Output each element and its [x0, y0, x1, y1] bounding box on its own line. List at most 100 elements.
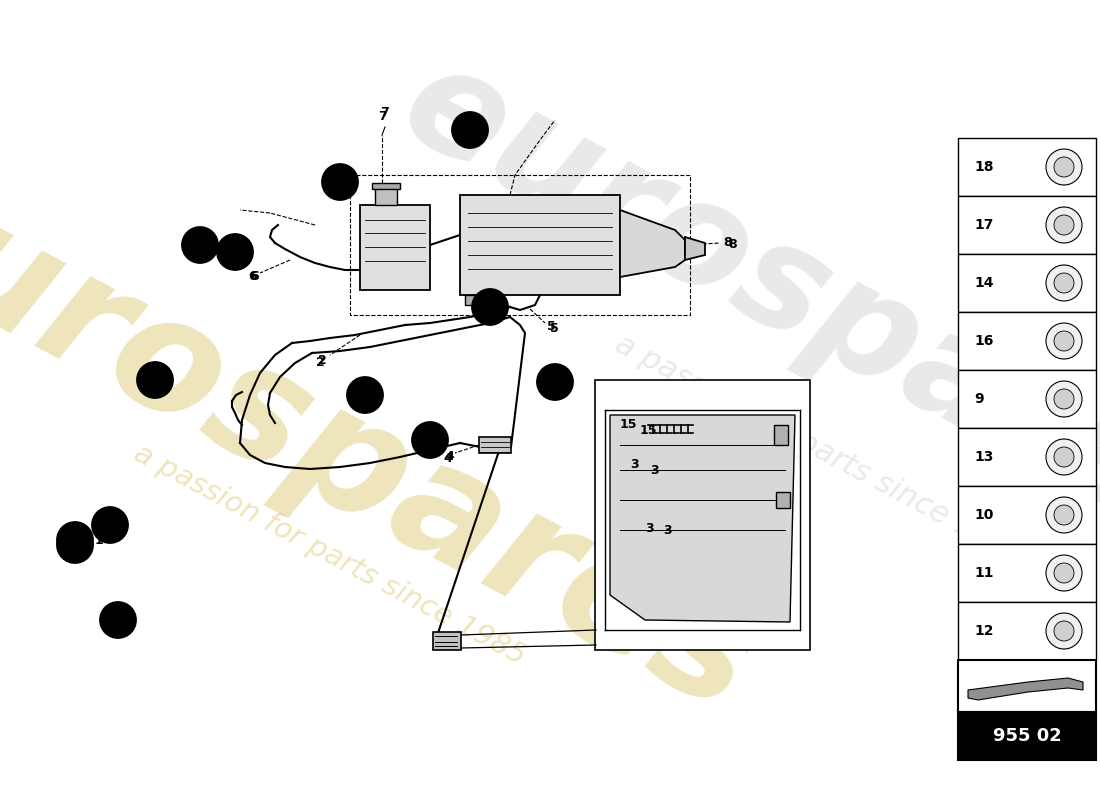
- Text: 3: 3: [630, 458, 639, 471]
- Text: 2: 2: [318, 354, 327, 367]
- Text: 14: 14: [974, 276, 993, 290]
- Circle shape: [1054, 447, 1074, 467]
- Text: 14: 14: [547, 375, 563, 389]
- Circle shape: [182, 227, 218, 263]
- Polygon shape: [685, 237, 705, 260]
- Text: 15: 15: [640, 423, 658, 437]
- Bar: [958, 312, 1096, 370]
- Circle shape: [1054, 621, 1074, 641]
- Text: 9: 9: [974, 392, 983, 406]
- Bar: [478, 437, 512, 453]
- Text: 16: 16: [974, 334, 993, 348]
- Circle shape: [1046, 265, 1082, 301]
- Bar: [776, 492, 790, 508]
- Bar: [958, 196, 1096, 254]
- Circle shape: [1046, 497, 1082, 533]
- Circle shape: [1046, 613, 1082, 649]
- Circle shape: [1054, 215, 1074, 235]
- Text: 18: 18: [331, 175, 349, 189]
- Circle shape: [1046, 207, 1082, 243]
- Circle shape: [412, 422, 448, 458]
- Circle shape: [57, 527, 94, 563]
- Text: eurospares: eurospares: [0, 134, 782, 746]
- Text: 12: 12: [191, 238, 209, 251]
- Text: 7: 7: [378, 110, 387, 123]
- Text: 10: 10: [101, 518, 119, 531]
- Circle shape: [322, 164, 358, 200]
- Circle shape: [138, 362, 173, 398]
- Circle shape: [92, 507, 128, 543]
- Circle shape: [1054, 331, 1074, 351]
- Circle shape: [472, 289, 508, 325]
- Text: 10: 10: [974, 508, 993, 522]
- Circle shape: [57, 522, 94, 558]
- Text: 11: 11: [421, 434, 439, 446]
- Text: 1: 1: [70, 534, 79, 546]
- Bar: [958, 254, 1096, 312]
- Bar: [958, 370, 1096, 428]
- Text: 12: 12: [974, 624, 993, 638]
- Text: 11: 11: [974, 566, 993, 580]
- Text: 9: 9: [151, 374, 160, 386]
- Text: 18: 18: [974, 160, 993, 174]
- Polygon shape: [968, 678, 1084, 700]
- Text: a passion for parts since 1985: a passion for parts since 1985: [129, 439, 531, 670]
- Bar: [774, 425, 788, 445]
- Text: eurospares: eurospares: [379, 31, 1100, 589]
- Text: 3: 3: [663, 523, 672, 537]
- Bar: [465, 295, 485, 305]
- Polygon shape: [620, 210, 685, 277]
- Bar: [958, 486, 1096, 544]
- Bar: [958, 544, 1096, 602]
- Text: 11: 11: [109, 614, 126, 626]
- Text: 6: 6: [250, 270, 258, 283]
- Bar: [372, 183, 400, 189]
- Text: 1: 1: [70, 538, 79, 551]
- Polygon shape: [610, 415, 795, 622]
- Text: 2: 2: [316, 357, 324, 370]
- Text: 8: 8: [723, 237, 732, 250]
- Text: 5: 5: [547, 321, 556, 334]
- Circle shape: [1046, 381, 1082, 417]
- Text: 7: 7: [379, 106, 388, 119]
- Circle shape: [1054, 563, 1074, 583]
- Text: 17: 17: [461, 123, 478, 137]
- Text: 1: 1: [58, 538, 67, 551]
- Text: 4: 4: [443, 453, 452, 466]
- Circle shape: [452, 112, 488, 148]
- Circle shape: [1046, 149, 1082, 185]
- Text: 10: 10: [356, 389, 374, 402]
- Text: 3: 3: [645, 522, 653, 534]
- Circle shape: [537, 364, 573, 400]
- Circle shape: [1054, 273, 1074, 293]
- Text: 8: 8: [728, 238, 737, 251]
- Text: 13: 13: [227, 246, 244, 258]
- Circle shape: [1054, 157, 1074, 177]
- Circle shape: [1054, 505, 1074, 525]
- Text: 4: 4: [446, 450, 453, 463]
- Circle shape: [1046, 555, 1082, 591]
- Text: 1: 1: [95, 534, 103, 546]
- Bar: [460, 195, 620, 295]
- Text: 5: 5: [550, 322, 559, 335]
- Text: 3: 3: [650, 463, 659, 477]
- Circle shape: [100, 602, 136, 638]
- Bar: [595, 380, 810, 650]
- Circle shape: [346, 377, 383, 413]
- Circle shape: [217, 234, 253, 270]
- Bar: [360, 205, 430, 290]
- Text: 18: 18: [482, 301, 498, 314]
- Circle shape: [1046, 323, 1082, 359]
- Bar: [958, 138, 1096, 196]
- Bar: [433, 632, 461, 650]
- Bar: [375, 187, 397, 205]
- Text: 955 02: 955 02: [992, 727, 1062, 745]
- Text: 6: 6: [248, 270, 256, 283]
- Bar: [958, 602, 1096, 660]
- Bar: [958, 660, 1096, 712]
- Text: 17: 17: [974, 218, 993, 232]
- Bar: [958, 712, 1096, 760]
- Circle shape: [1054, 389, 1074, 409]
- Text: a passion for parts since 1985: a passion for parts since 1985: [609, 329, 1031, 571]
- Text: 15: 15: [620, 418, 638, 431]
